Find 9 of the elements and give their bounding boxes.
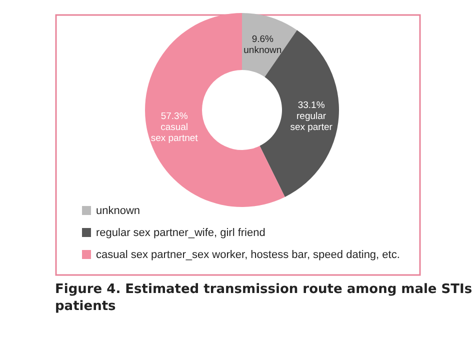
legend-label: unknown <box>96 205 140 217</box>
legend-label: regular sex partner_wife, girl friend <box>96 227 266 239</box>
data-label: 57.3% casual sex partnet <box>150 110 198 144</box>
text: Figure 4. Estimated transmission route among male STIs patients <box>55 282 472 314</box>
donut-slice <box>242 13 298 78</box>
data-label: 33.1% regular sex parter <box>290 100 332 134</box>
data-label: 9.6% unknown <box>244 34 282 56</box>
donut-slice <box>145 13 285 207</box>
legend-label: casual sex partner_sex worker, hostess bar, speed dating, etc. <box>96 249 400 261</box>
